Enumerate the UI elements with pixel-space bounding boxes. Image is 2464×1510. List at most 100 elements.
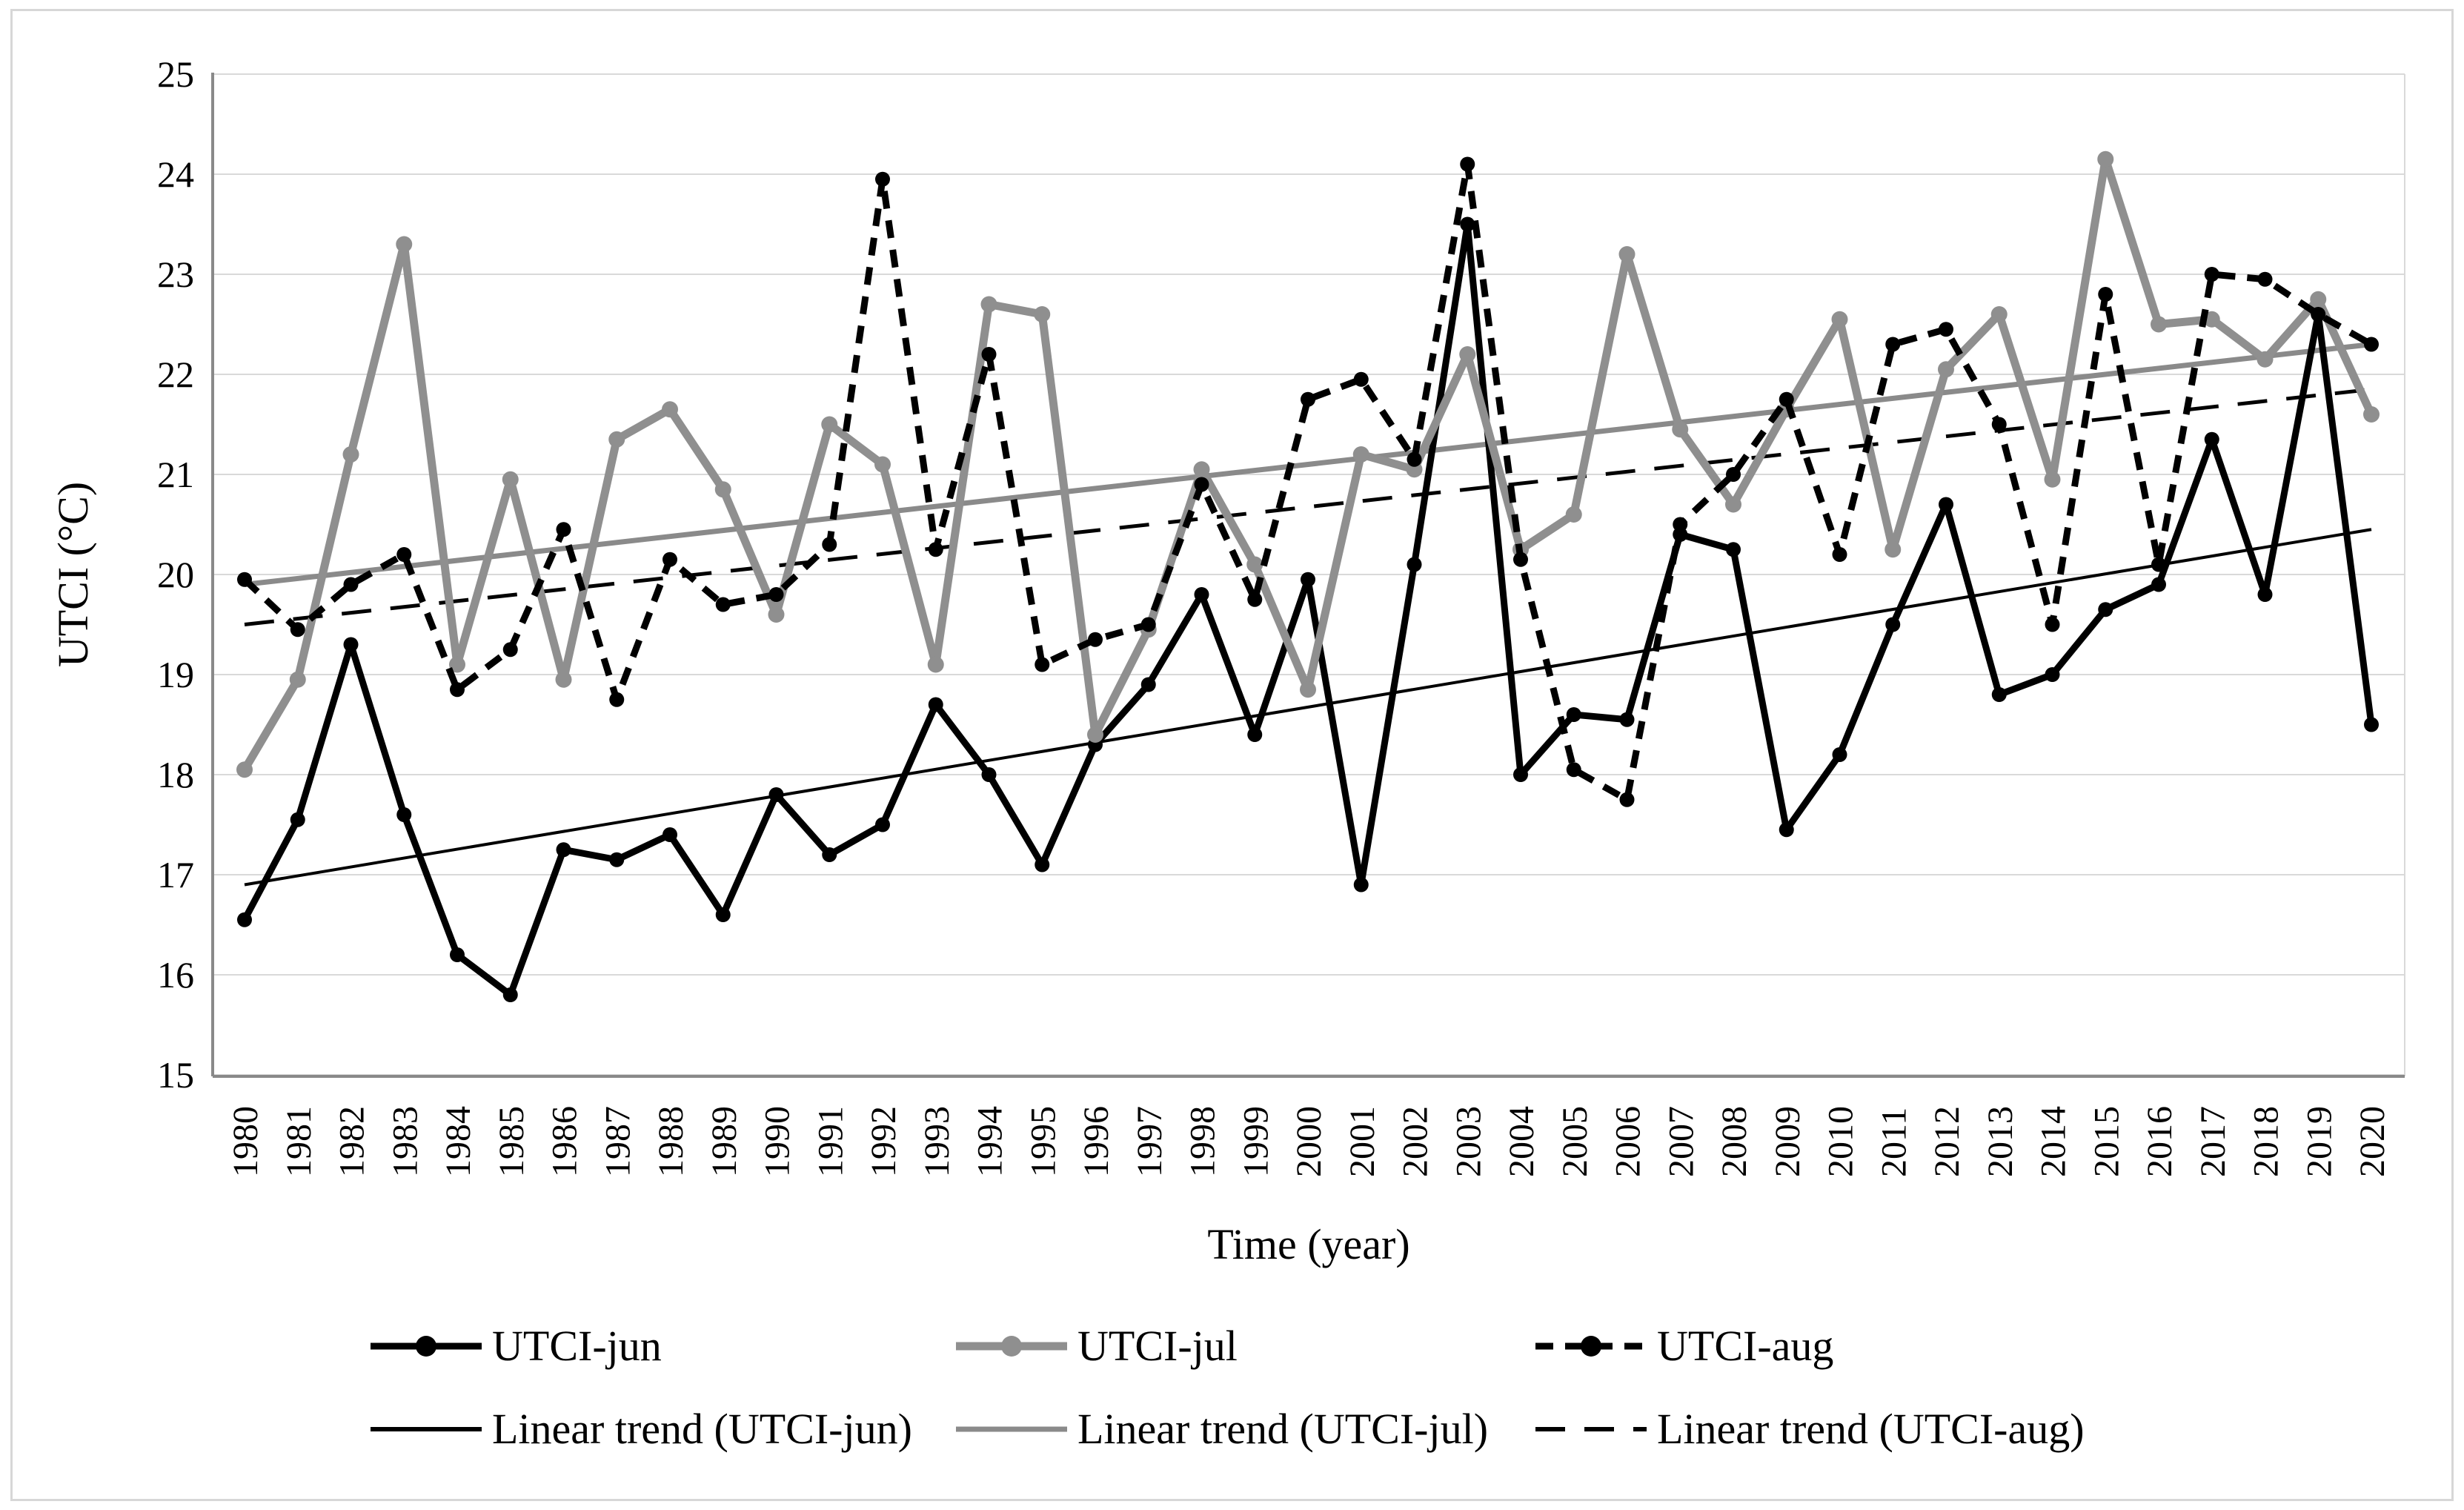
marker-UTCI-aug-2011	[1885, 337, 1901, 352]
marker-UTCI-jul-2006	[1618, 246, 1636, 262]
marker-UTCI-jun-2016	[2151, 577, 2166, 592]
marker-UTCI-aug-2017	[2204, 267, 2219, 282]
x-tick-label: 1993	[917, 1106, 957, 1177]
x-tick-label: 1994	[971, 1106, 1010, 1177]
y-tick-label: 23	[157, 254, 194, 295]
marker-UTCI-jun-1984	[450, 947, 465, 962]
y-tick-label: 15	[157, 1054, 194, 1096]
marker-UTCI-jul-1990	[768, 606, 785, 623]
y-tick-label: 19	[157, 654, 194, 695]
x-tick-label: 2003	[1449, 1106, 1488, 1177]
marker-UTCI-jul-2020	[2363, 406, 2380, 423]
x-tick-label: 1998	[1183, 1106, 1223, 1177]
marker-UTCI-aug-1995	[1035, 657, 1050, 672]
x-tick-label: 2009	[1768, 1106, 1807, 1177]
marker-UTCI-aug-1991	[822, 537, 837, 552]
x-tick-label: 1989	[705, 1106, 744, 1177]
x-tick-label: 2011	[1874, 1107, 1913, 1177]
marker-UTCI-jun-2011	[1885, 617, 1901, 632]
marker-UTCI-jun-2010	[1832, 747, 1847, 762]
legend-item-trend-aug: Linear trend (UTCI-aug)	[1535, 1407, 2085, 1451]
y-tick-label: 17	[157, 854, 194, 895]
legend-label-trend-aug: Linear trend (UTCI-aug)	[1657, 1405, 2085, 1453]
marker-UTCI-jun-2014	[2045, 667, 2060, 682]
marker-UTCI-aug-1988	[663, 552, 677, 567]
marker-UTCI-aug-1986	[556, 522, 571, 537]
marker-UTCI-jul-2007	[1672, 421, 1689, 438]
marker-UTCI-jun-1981	[290, 812, 305, 827]
legend-label-utci-jun: UTCI-jun	[492, 1322, 662, 1370]
x-tick-label: 1981	[279, 1106, 319, 1177]
y-tick-label: 16	[157, 954, 194, 996]
legend-label-utci-jul: UTCI-jul	[1077, 1322, 1238, 1370]
marker-UTCI-aug-1987	[609, 692, 625, 707]
marker-UTCI-jun-1994	[981, 767, 997, 782]
marker-UTCI-aug-2018	[2257, 271, 2273, 287]
marker-UTCI-aug-1982	[343, 577, 359, 592]
marker-UTCI-aug-2010	[1832, 547, 1847, 562]
legend-label-trend-jun: Linear trend (UTCI-jun)	[492, 1405, 912, 1453]
marker-UTCI-jul-1985	[502, 471, 519, 488]
marker-UTCI-jul-1981	[289, 671, 306, 688]
series-line-UTCI-aug	[242, 161, 2374, 804]
x-tick-label: 1986	[545, 1106, 585, 1177]
x-tick-label: 1999	[1236, 1106, 1275, 1177]
marker-UTCI-jun-1992	[875, 817, 890, 832]
marker-UTCI-jul-2008	[1725, 496, 1741, 513]
x-tick-label: 2002	[1396, 1106, 1435, 1177]
x-tick-label: 1983	[385, 1106, 425, 1177]
marker-UTCI-jul-1986	[555, 671, 572, 688]
legend-label-utci-aug: UTCI-aug	[1657, 1322, 1834, 1370]
legend-item-trend-jul: Linear trend (UTCI-jul)	[956, 1407, 1488, 1451]
marker-UTCI-jun-1995	[1035, 857, 1050, 872]
marker-UTCI-jul-1994	[980, 296, 997, 313]
marker-UTCI-aug-2009	[1779, 391, 1794, 407]
marker-UTCI-jun-2006	[1619, 712, 1635, 727]
marker-UTCI-jul-1984	[449, 656, 465, 673]
y-tick-label: 24	[157, 153, 194, 195]
marker-UTCI-jun-2015	[2098, 602, 2113, 617]
marker-UTCI-jun-1990	[768, 787, 784, 802]
x-tick-label: 1996	[1077, 1106, 1116, 1177]
legend-swatch-utci-jun	[371, 1328, 482, 1364]
marker-UTCI-jul-2016	[2151, 316, 2167, 333]
marker-UTCI-aug-2008	[1726, 467, 1741, 482]
marker-UTCI-jun-2012	[1939, 497, 1953, 512]
x-tick-label: 2017	[2194, 1106, 2233, 1177]
x-tick-label: 2013	[1981, 1106, 2020, 1177]
marker-UTCI-aug-2001	[1353, 371, 1369, 387]
marker-UTCI-aug-2012	[1939, 322, 1953, 337]
x-tick-label: 2007	[1661, 1106, 1701, 1177]
marker-UTCI-aug-1990	[768, 587, 784, 602]
marker-UTCI-aug-2013	[1991, 417, 2007, 432]
marker-UTCI-aug-2005	[1566, 762, 1581, 778]
marker-UTCI-jun-2000	[1301, 572, 1315, 587]
x-axis-title: Time (year)	[1207, 1220, 1409, 1268]
marker-UTCI-jun-2002	[1407, 557, 1422, 572]
marker-UTCI-jun-2018	[2257, 587, 2273, 602]
marker-UTCI-aug-2003	[1460, 156, 1475, 172]
marker-UTCI-jun-1985	[502, 987, 518, 1002]
marker-UTCI-aug-1989	[715, 597, 731, 612]
marker-UTCI-jun-1987	[609, 852, 625, 867]
y-tick-label: 18	[157, 754, 194, 795]
marker-UTCI-jul-2003	[1459, 346, 1476, 362]
x-tick-label: 1992	[864, 1106, 903, 1177]
legend-item-trend-jun: Linear trend (UTCI-jun)	[371, 1407, 912, 1451]
marker-UTCI-jul-1983	[396, 236, 413, 253]
marker-UTCI-aug-1996	[1088, 632, 1103, 647]
marker-UTCI-jul-1999	[1246, 556, 1263, 573]
x-tick-label: 2014	[2034, 1106, 2073, 1177]
marker-UTCI-jun-2001	[1353, 877, 1369, 893]
x-tick-label: 1982	[333, 1106, 372, 1177]
marker-UTCI-aug-2014	[2045, 617, 2060, 632]
marker-UTCI-jun-2020	[2364, 717, 2379, 732]
marker-UTCI-jun-2013	[1991, 687, 2007, 702]
legend-item-utci-aug: UTCI-aug	[1535, 1324, 1833, 1368]
marker-UTCI-jun-1993	[928, 697, 943, 712]
marker-UTCI-jul-2013	[1990, 306, 2008, 322]
x-tick-label: 2010	[1822, 1106, 1861, 1177]
x-tick-label: 2006	[1609, 1106, 1648, 1177]
trend-line-aug	[244, 387, 2372, 626]
